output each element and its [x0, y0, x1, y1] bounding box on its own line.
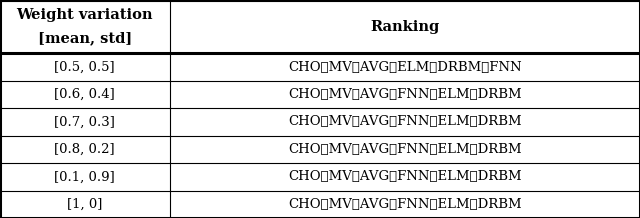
Text: CHO≻MV≻AVG≻FNN≻ELM≻DRBM: CHO≻MV≻AVG≻FNN≻ELM≻DRBM	[288, 143, 522, 156]
Text: Ranking: Ranking	[370, 20, 440, 34]
Text: [0.1, 0.9]: [0.1, 0.9]	[54, 170, 115, 183]
Text: CHO≻MV≻AVG≻FNN≻ELM≻DRBM: CHO≻MV≻AVG≻FNN≻ELM≻DRBM	[288, 116, 522, 128]
Text: [0.5, 0.5]: [0.5, 0.5]	[54, 61, 115, 74]
Text: [1, 0]: [1, 0]	[67, 198, 102, 211]
Text: Weight variation
[mean, std]: Weight variation [mean, std]	[17, 8, 153, 45]
Text: [0.6, 0.4]: [0.6, 0.4]	[54, 88, 115, 101]
Text: CHO≻MV≻AVG≻FNN≻ELM≻DRBM: CHO≻MV≻AVG≻FNN≻ELM≻DRBM	[288, 198, 522, 211]
Text: CHO≻MV≻AVG≻ELM≻DRBM≻FNN: CHO≻MV≻AVG≻ELM≻DRBM≻FNN	[288, 61, 522, 74]
Text: [0.7, 0.3]: [0.7, 0.3]	[54, 116, 115, 128]
Text: CHO≻MV≻AVG≻FNN≻ELM≻DRBM: CHO≻MV≻AVG≻FNN≻ELM≻DRBM	[288, 88, 522, 101]
Text: CHO≻MV≻AVG≻FNN≻ELM≻DRBM: CHO≻MV≻AVG≻FNN≻ELM≻DRBM	[288, 170, 522, 183]
Text: [0.8, 0.2]: [0.8, 0.2]	[54, 143, 115, 156]
